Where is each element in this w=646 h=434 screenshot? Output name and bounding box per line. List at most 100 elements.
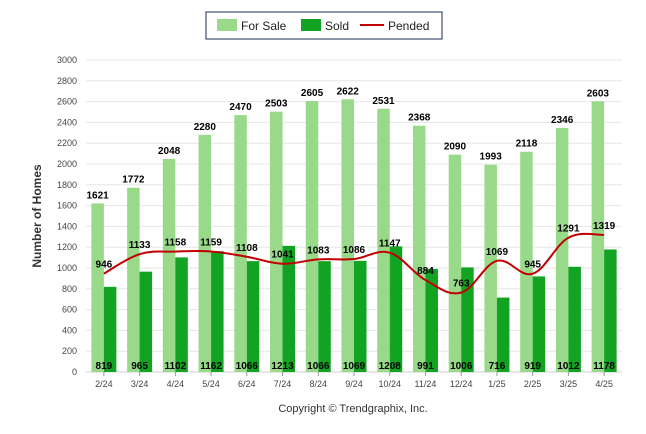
y-tick-label: 2800 [57, 76, 77, 86]
pended-value-label: 1319 [593, 221, 616, 232]
bar-sold [103, 286, 117, 372]
sold-value-label: 1162 [200, 361, 222, 372]
y-axis-ticks: 0 200 400 600 800 1000 1200 1400 1600 1800 2000 220… [57, 55, 77, 377]
x-tick-label: 12/24 [450, 379, 473, 389]
bar-for-sale [377, 108, 390, 372]
x-tick-label: 6/24 [238, 379, 256, 389]
bar-for-sale [591, 101, 605, 373]
x-tick-label: 5/24 [202, 379, 220, 389]
y-tick-label: 600 [62, 305, 77, 315]
x-axis-ticks: 2/24 3/24 4/24 5/24 6/24 7/24 8/24 9/24 10/24 11/… [95, 372, 613, 389]
pended-value-label: 1108 [236, 243, 258, 254]
x-tick-label: 10/24 [378, 379, 401, 389]
pended-line-path [103, 232, 605, 295]
x-tick-label: 9/24 [345, 379, 363, 389]
pended-value-label: 1133 [129, 240, 151, 251]
sold-value-label: 1178 [593, 361, 615, 372]
for-sale-value-label: 2280 [194, 122, 217, 133]
sold-value-label: 1066 [236, 361, 259, 372]
bar-for-sale [127, 187, 140, 372]
x-tick-label: 4/25 [595, 379, 613, 389]
sold-value-label: 1006 [450, 361, 473, 372]
bar-sold [389, 246, 403, 372]
y-tick-label: 1800 [57, 180, 77, 190]
bar-for-sale [448, 154, 462, 372]
sold-value-label: 991 [417, 361, 434, 372]
bar-for-sale [234, 115, 247, 373]
for-sale-value-label: 1621 [86, 190, 109, 201]
for-sale-value-label: 2622 [337, 86, 360, 97]
for-sale-value-label: 2605 [301, 88, 324, 99]
sold-value-label: 1102 [164, 361, 186, 372]
x-tick-label: 3/25 [560, 379, 578, 389]
bar-sold [246, 261, 260, 372]
bar-sold [139, 271, 153, 372]
for-sale-value-label: 1772 [122, 175, 145, 186]
for-sale-value-label: 2470 [229, 102, 252, 113]
legend-box [205, 11, 443, 40]
bar-sold [461, 267, 474, 372]
sold-value-label: 1066 [307, 361, 330, 372]
x-tick-label: 8/24 [310, 379, 328, 389]
pended-value-label: 946 [96, 260, 113, 271]
x-tick-label: 3/24 [131, 379, 149, 389]
sold-value-label: 716 [489, 361, 506, 372]
legend: For Sale Sold Pended [205, 11, 443, 40]
bar-for-sale [484, 164, 497, 372]
x-tick-label: 1/25 [488, 379, 506, 389]
bar-for-sale [412, 125, 426, 372]
x-tick-label: 2/24 [95, 379, 113, 389]
x-tick-label: 2/25 [524, 379, 542, 389]
bar-for-sale [555, 128, 569, 372]
bar-for-sale [198, 134, 212, 372]
bar-sold [496, 297, 510, 372]
sold-value-label: 1213 [271, 361, 294, 372]
sold-value-label: 965 [131, 361, 148, 372]
bar-for-sale [270, 111, 283, 373]
y-tick-label: 2200 [57, 138, 77, 148]
legend-swatch-sold [301, 19, 321, 31]
legend-label-for-sale: For Sale [241, 19, 287, 33]
y-tick-label: 0 [72, 367, 77, 377]
y-tick-label: 400 [62, 325, 77, 335]
x-tick-label: 11/24 [415, 379, 437, 389]
pended-value-label: 945 [524, 260, 541, 271]
bar-for-sale [305, 101, 319, 372]
for-sale-value-label: 2603 [587, 88, 610, 99]
for-sale-value-label: 2090 [444, 142, 467, 153]
sold-value-label: 1208 [379, 361, 402, 372]
for-sale-value-label: 2503 [265, 99, 288, 110]
bars [91, 99, 617, 373]
bar-sold [532, 276, 546, 372]
y-tick-label: 3000 [57, 55, 77, 65]
y-tick-label: 2600 [57, 97, 77, 107]
pended-value-label: 1083 [307, 245, 330, 256]
data-labels: 1621 819 1772 965 2048 1102 2280 1162 2470 1066 25… [86, 86, 615, 372]
for-sale-value-label: 1993 [480, 152, 503, 163]
bar-for-sale [520, 151, 533, 372]
for-sale-value-label: 2368 [408, 113, 431, 124]
pended-value-label: 1159 [200, 237, 222, 248]
x-tick-label: 7/24 [274, 379, 292, 389]
y-tick-label: 2400 [57, 117, 77, 127]
bar-sold [604, 249, 617, 372]
bar-sold [282, 245, 296, 372]
legend-label-sold: Sold [325, 19, 349, 33]
pended-value-label: 1041 [271, 250, 294, 261]
y-tick-label: 800 [62, 284, 77, 294]
pended-value-label: 1147 [379, 239, 401, 250]
legend-swatch-for-sale [217, 19, 237, 31]
bar-sold [425, 268, 438, 372]
for-sale-value-label: 2346 [551, 115, 574, 126]
x-tick-label: 4/24 [167, 379, 185, 389]
sold-value-label: 819 [96, 361, 113, 372]
for-sale-value-label: 2531 [372, 96, 395, 107]
y-tick-label: 1200 [57, 242, 77, 252]
y-tick-label: 1400 [57, 221, 77, 231]
pended-value-label: 1291 [557, 224, 580, 235]
for-sale-value-label: 2118 [516, 139, 538, 150]
sold-value-label: 1012 [557, 361, 580, 372]
pended-value-label: 1086 [343, 245, 366, 256]
y-axis-title: Number of Homes [30, 164, 44, 268]
